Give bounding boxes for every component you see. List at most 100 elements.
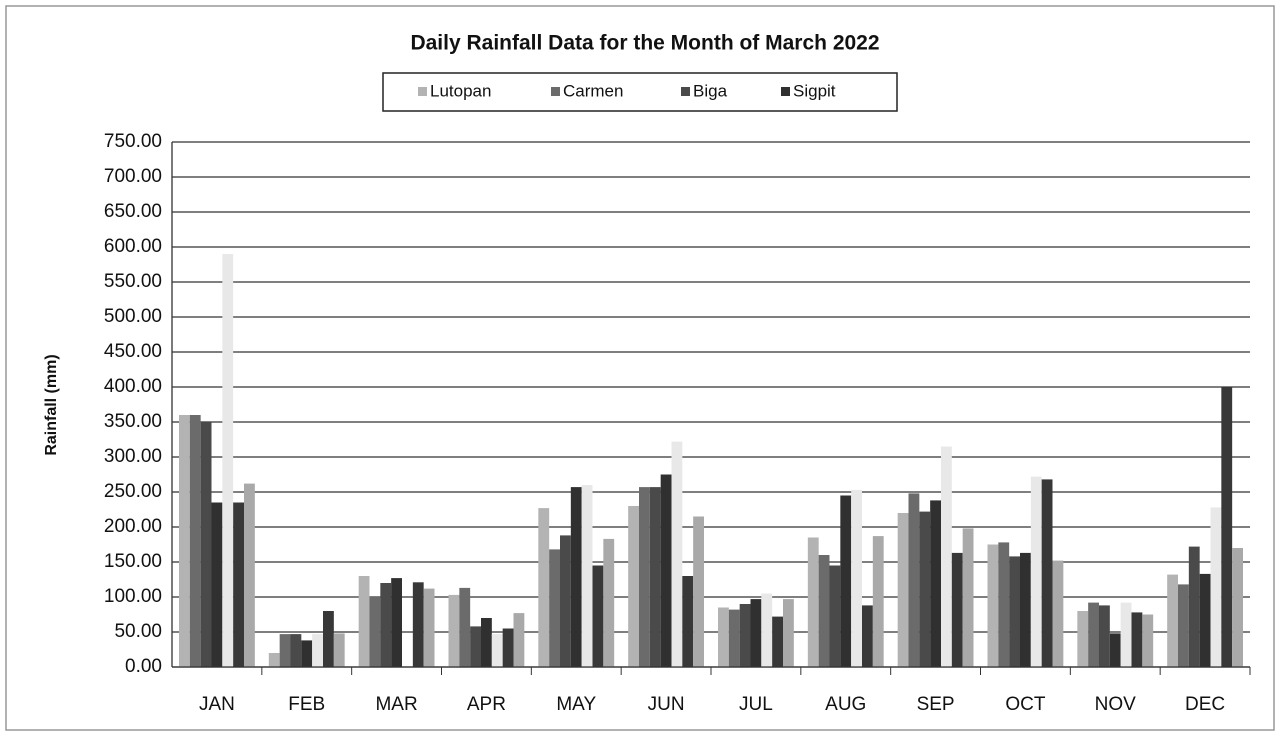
- bar: [570, 487, 582, 667]
- bar: [718, 607, 729, 667]
- bar: [671, 441, 683, 667]
- bar: [1088, 602, 1099, 667]
- bar: [930, 500, 941, 667]
- bar: [908, 493, 920, 667]
- bar: [639, 487, 650, 667]
- bar: [951, 552, 963, 667]
- bar: [200, 422, 212, 667]
- bar: [179, 415, 190, 667]
- bar: [481, 618, 492, 667]
- bar: [682, 576, 694, 667]
- y-tick-label: 700.00: [104, 166, 162, 187]
- x-tick-label: NOV: [1095, 694, 1137, 715]
- bar: [628, 506, 639, 667]
- bar: [829, 565, 841, 667]
- bar: [1120, 602, 1132, 667]
- x-tick-label: OCT: [1005, 694, 1046, 715]
- bar: [380, 583, 392, 667]
- y-tick-label: 0.00: [125, 656, 162, 677]
- bar: [1131, 612, 1143, 667]
- bar: [459, 587, 471, 667]
- y-tick-label: 600.00: [104, 236, 162, 257]
- bar: [649, 487, 661, 667]
- legend-label: Lutopan: [430, 81, 491, 100]
- legend-label: Sigpit: [793, 81, 836, 100]
- y-tick-label: 200.00: [104, 516, 162, 537]
- bar: [1109, 633, 1121, 667]
- bar: [211, 502, 223, 667]
- legend-swatch: [681, 87, 690, 96]
- bar: [728, 609, 740, 667]
- bar: [872, 536, 884, 667]
- bar: [312, 634, 323, 667]
- bar: [592, 565, 604, 667]
- bar: [998, 542, 1010, 667]
- bar: [962, 528, 974, 667]
- legend-swatch: [418, 87, 427, 96]
- bar: [279, 634, 291, 667]
- bar: [369, 597, 381, 667]
- bar: [502, 628, 514, 667]
- bar: [549, 549, 560, 667]
- legend-label: Carmen: [563, 81, 623, 100]
- bar: [1052, 560, 1064, 667]
- bar: [783, 599, 794, 667]
- legend-swatch: [781, 87, 790, 96]
- bar: [761, 593, 773, 667]
- y-tick-label: 650.00: [104, 201, 162, 222]
- y-tick-label: 50.00: [114, 621, 162, 642]
- bar: [513, 613, 525, 667]
- bar: [693, 516, 704, 667]
- bar: [268, 653, 280, 667]
- x-tick-label: SEP: [917, 694, 955, 715]
- legend-box: [382, 72, 898, 112]
- bar: [412, 582, 424, 667]
- y-tick-label: 300.00: [104, 446, 162, 467]
- bar: [1221, 387, 1233, 667]
- y-tick-label: 350.00: [104, 411, 162, 432]
- y-tick-label: 750.00: [104, 131, 162, 152]
- x-tick-label: FEB: [288, 694, 325, 715]
- bar: [1142, 614, 1154, 667]
- bar: [897, 513, 909, 667]
- bar: [807, 537, 819, 667]
- x-tick-label: MAR: [375, 694, 417, 715]
- bar: [739, 604, 751, 667]
- x-tick-label: JAN: [199, 694, 235, 715]
- bar: [941, 446, 952, 667]
- bar: [301, 640, 313, 667]
- x-tick-label: JUL: [739, 694, 773, 715]
- bar: [1009, 556, 1020, 667]
- bar: [840, 495, 852, 667]
- legend-swatch: [551, 87, 560, 96]
- bar: [491, 634, 503, 667]
- bar: [189, 415, 201, 667]
- bar: [358, 576, 370, 667]
- bar: [1232, 548, 1243, 667]
- y-tick-label: 100.00: [104, 586, 162, 607]
- bar: [862, 605, 873, 667]
- bar: [333, 633, 345, 667]
- bar: [581, 485, 593, 667]
- bar: [290, 634, 302, 667]
- bar: [1077, 611, 1089, 667]
- bar: [603, 538, 615, 667]
- legend-label: Biga: [693, 81, 728, 100]
- bar: [660, 474, 672, 667]
- bar: [423, 588, 435, 667]
- y-tick-label: 450.00: [104, 341, 162, 362]
- x-tick-label: DEC: [1185, 694, 1225, 715]
- y-axis-label: Rainfall (mm): [43, 354, 60, 455]
- x-tick-label: JUN: [648, 694, 685, 715]
- x-tick-label: MAY: [556, 694, 596, 715]
- bar: [1210, 507, 1222, 667]
- bar: [750, 599, 762, 667]
- bar: [560, 535, 571, 667]
- y-tick-label: 400.00: [104, 376, 162, 397]
- bar: [1199, 573, 1211, 667]
- bar: [1041, 479, 1053, 667]
- bar: [772, 616, 783, 667]
- bar: [222, 254, 234, 667]
- bar: [538, 508, 550, 667]
